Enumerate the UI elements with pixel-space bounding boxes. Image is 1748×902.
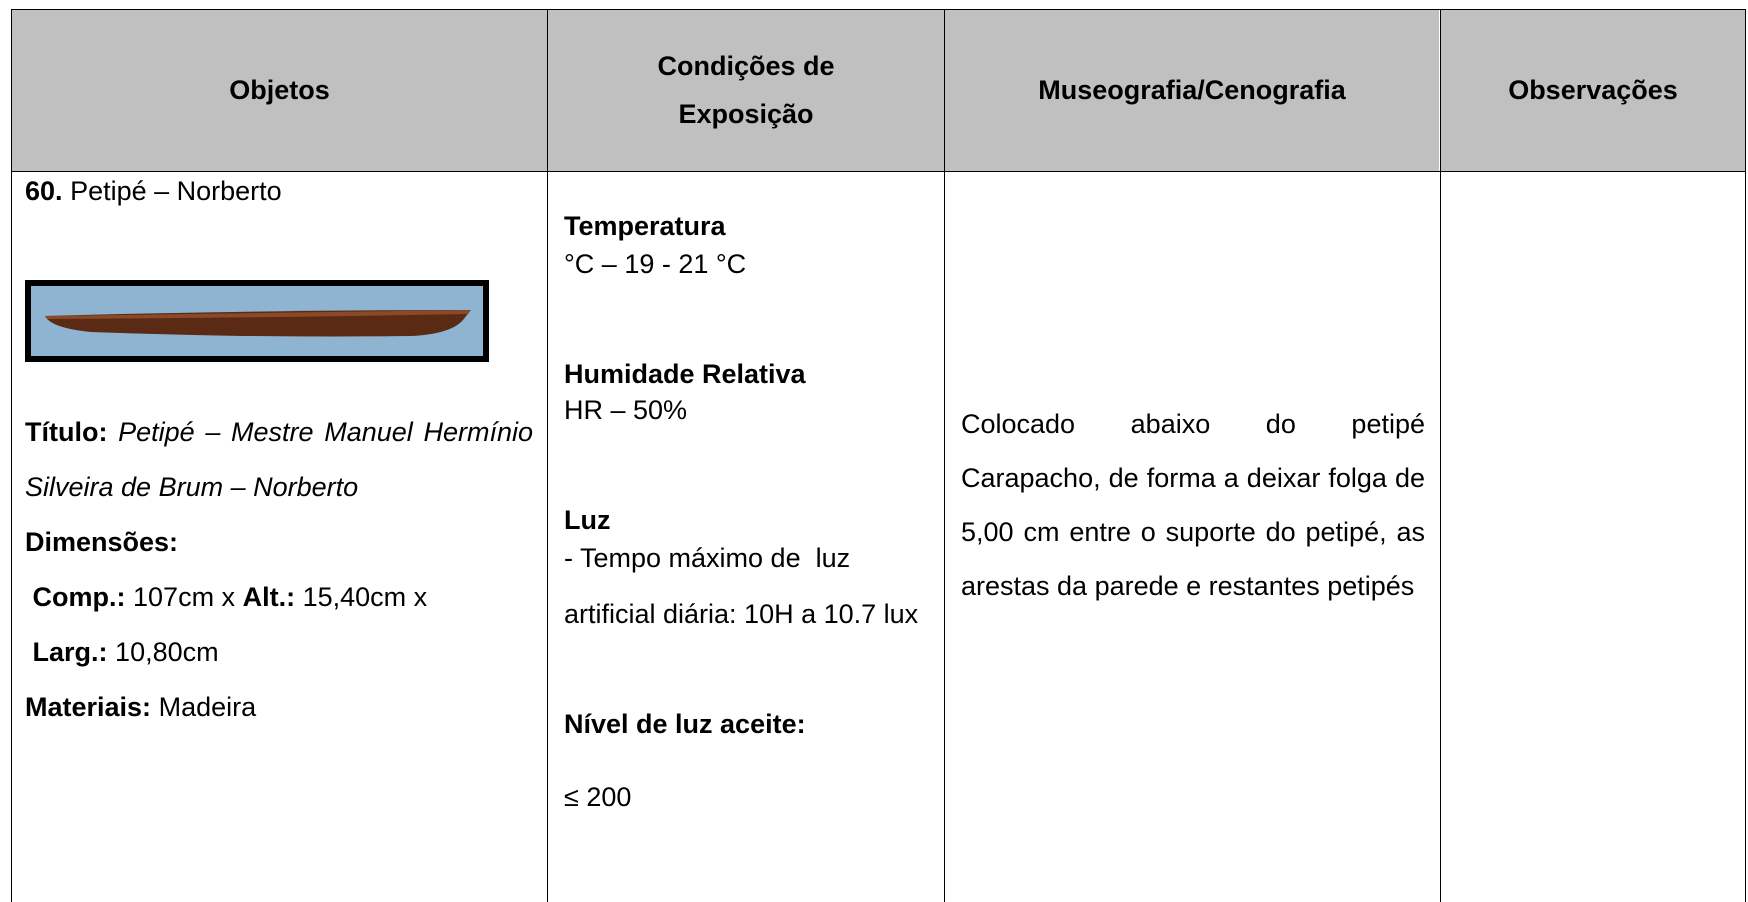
header-text: Museografia/Cenografia (1038, 75, 1346, 105)
border (11, 9, 1746, 10)
value: ≤ 200 (564, 782, 632, 812)
border (11, 171, 1746, 172)
value: - Tempo máximo de luz artificial diária:… (564, 543, 919, 629)
header-cell: Objetos (12, 9, 547, 171)
museography-text: Colocado abaixo do petipé Carapacho, de … (961, 409, 1425, 601)
object-name: Petipé – Norberto (70, 176, 282, 206)
label: Materiais: (25, 692, 152, 722)
header-cell: Museografia/Cenografia (945, 9, 1439, 171)
header-text: Objetos (229, 75, 330, 105)
label: Comp.: (32, 582, 126, 612)
border (944, 9, 945, 902)
value: 10,80cm (115, 637, 219, 667)
label: Luz (564, 505, 611, 535)
label: Título: (25, 417, 108, 447)
label: Nível de luz aceite: (564, 709, 806, 739)
object-full-title: Petipé – Mestre Manuel Hermínio Silveira… (25, 417, 533, 502)
object-details: Título: Petipé – Mestre Manuel Hermínio … (25, 405, 533, 735)
border (11, 9, 12, 902)
border (1745, 9, 1746, 902)
border (1440, 9, 1441, 902)
border (547, 9, 548, 902)
label: Humidade Relativa (564, 359, 806, 389)
header-text: Condições de Exposição (657, 51, 835, 129)
object-title: 60. Petipé – Norberto (25, 176, 282, 207)
label: Larg.: (32, 637, 108, 667)
header-cell: Observações (1441, 9, 1745, 171)
value: °C – 19 - 21 °C (564, 249, 747, 279)
value: 15,40cm x (302, 582, 428, 612)
header-text: Observações (1508, 75, 1678, 105)
label: Dimensões: (25, 527, 179, 557)
boat-image (45, 310, 471, 337)
value: Madeira (158, 692, 257, 722)
label: Alt.: (242, 582, 296, 612)
label: Temperatura (564, 211, 726, 241)
header-cell: Condições de Exposição (548, 9, 944, 171)
value: 107cm x (133, 582, 236, 612)
value: HR – 50% (564, 395, 688, 425)
object-number: 60. (25, 176, 63, 206)
object-photo (25, 280, 489, 362)
